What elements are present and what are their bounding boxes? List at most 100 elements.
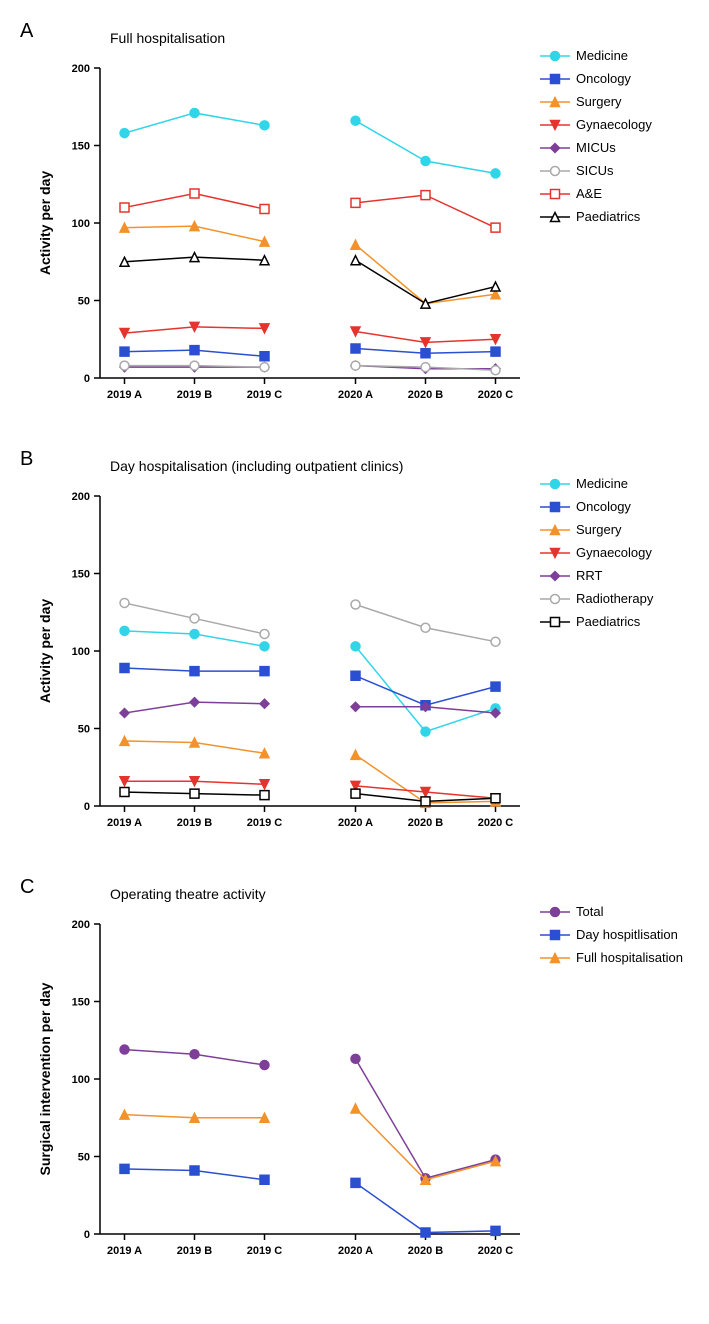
panel-title-C: Operating theatre activity (110, 886, 266, 902)
svg-text:200: 200 (72, 919, 90, 931)
svg-text:2020 B: 2020 B (408, 817, 444, 829)
legend-label: Surgery (576, 94, 622, 109)
panel-label-C: C (20, 876, 34, 899)
legend-A: Medicine Oncology Surgery Gynaecology MICUs S… (540, 28, 652, 232)
svg-text:2020 C: 2020 C (478, 817, 514, 829)
svg-text:100: 100 (72, 646, 90, 658)
legend-marker-icon (540, 164, 570, 178)
legend-item: Day hospitlisation (540, 927, 683, 942)
svg-text:50: 50 (78, 296, 90, 308)
legend-marker-icon (540, 477, 570, 491)
legend-label: Total (576, 904, 603, 919)
legend-label: Day hospitlisation (576, 927, 678, 942)
legend-label: Surgery (576, 522, 622, 537)
legend-label: Full hospitalisation (576, 950, 683, 965)
svg-text:2019 A: 2019 A (107, 389, 142, 401)
legend-item: Oncology (540, 71, 652, 86)
legend-item: MICUs (540, 140, 652, 155)
svg-text:2020 A: 2020 A (338, 817, 373, 829)
legend-marker-icon (540, 118, 570, 132)
legend-item: Paediatrics (540, 614, 653, 629)
chart-C: 0 50 100 150 200 2019 A 2019 B 2019 C 2020 A 2020… (20, 884, 540, 1294)
legend-label: Radiotherapy (576, 591, 653, 606)
legend-marker-icon (540, 951, 570, 965)
svg-text:0: 0 (84, 801, 90, 813)
legend-item: Oncology (540, 499, 653, 514)
svg-text:50: 50 (78, 724, 90, 736)
legend-label: SICUs (576, 163, 614, 178)
legend-label: Paediatrics (576, 614, 640, 629)
svg-text:Activity per day: Activity per day (37, 599, 53, 703)
svg-text:2019 C: 2019 C (247, 389, 283, 401)
legend-marker-icon (540, 141, 570, 155)
svg-text:150: 150 (72, 569, 90, 581)
svg-text:0: 0 (84, 373, 90, 385)
legend-item: Radiotherapy (540, 591, 653, 606)
panel-label-B: B (20, 448, 33, 471)
svg-text:100: 100 (72, 218, 90, 230)
legend-item: Surgery (540, 522, 653, 537)
legend-marker-icon (540, 523, 570, 537)
svg-text:150: 150 (72, 997, 90, 1009)
panel-label-A: A (20, 20, 33, 43)
panel-b: B Day hospitalisation (including outpati… (20, 448, 709, 866)
svg-text:2020 C: 2020 C (478, 389, 514, 401)
legend-marker-icon (540, 187, 570, 201)
legend-label: Gynaecology (576, 117, 652, 132)
legend-marker-icon (540, 928, 570, 942)
svg-text:Surgical intervention per day: Surgical intervention per day (37, 982, 53, 1175)
legend-marker-icon (540, 500, 570, 514)
legend-item: Gynaecology (540, 545, 653, 560)
chart-B: 0501001502002019 A2019 B2019 C2020 A2020… (20, 456, 540, 866)
svg-text:2020 A: 2020 A (338, 389, 373, 401)
svg-text:2019 C: 2019 C (247, 1245, 283, 1257)
legend-marker-icon (540, 546, 570, 560)
svg-text:2019 C: 2019 C (247, 817, 283, 829)
svg-text:2019 B: 2019 B (177, 817, 213, 829)
svg-text:2019 A: 2019 A (107, 817, 142, 829)
panel-c: C Operating theatre activity 0 50 100 150 20… (20, 876, 709, 1294)
legend-label: RRT (576, 568, 602, 583)
legend-item: Total (540, 904, 683, 919)
legend-item: Surgery (540, 94, 652, 109)
legend-label: Medicine (576, 476, 628, 491)
legend-label: Medicine (576, 48, 628, 63)
legend-marker-icon (540, 210, 570, 224)
svg-text:100: 100 (72, 1074, 90, 1086)
chart-A: 0 50 100 150 200 2019 A 2019 B 2019 C 2020 A 2020… (20, 28, 540, 438)
legend-item: SICUs (540, 163, 652, 178)
svg-text:2019 B: 2019 B (177, 389, 213, 401)
svg-text:0: 0 (84, 1229, 90, 1241)
panel-title-B: Day hospitalisation (including outpatien… (110, 458, 403, 474)
legend-marker-icon (540, 615, 570, 629)
legend-item: A&E (540, 186, 652, 201)
svg-text:2020 A: 2020 A (338, 1245, 373, 1257)
legend-marker-icon (540, 905, 570, 919)
legend-item: Gynaecology (540, 117, 652, 132)
svg-text:2019 A: 2019 A (107, 1245, 142, 1257)
svg-text:50: 50 (78, 1152, 90, 1164)
legend-marker-icon (540, 569, 570, 583)
svg-text:2019 B: 2019 B (177, 1245, 213, 1257)
legend-item: Full hospitalisation (540, 950, 683, 965)
svg-text:2020 C: 2020 C (478, 1245, 514, 1257)
legend-label: Oncology (576, 71, 631, 86)
legend-marker-icon (540, 72, 570, 86)
panel-a: A Full hospitalisation 0501001502002019 … (20, 20, 709, 438)
legend-marker-icon (540, 592, 570, 606)
svg-text:200: 200 (72, 63, 90, 75)
legend-item: Paediatrics (540, 209, 652, 224)
legend-item: RRT (540, 568, 653, 583)
svg-text:2020 B: 2020 B (408, 389, 444, 401)
legend-label: A&E (576, 186, 602, 201)
legend-label: Oncology (576, 499, 631, 514)
svg-text:2020 B: 2020 B (408, 1245, 444, 1257)
legend-C: Total Day hospitlisation Full hospitalisat… (540, 884, 683, 973)
svg-text:Activity per day: Activity per day (37, 171, 53, 275)
legend-item: Medicine (540, 48, 652, 63)
legend-label: Gynaecology (576, 545, 652, 560)
legend-marker-icon (540, 95, 570, 109)
svg-text:150: 150 (72, 141, 90, 153)
legend-label: Paediatrics (576, 209, 640, 224)
legend-marker-icon (540, 49, 570, 63)
